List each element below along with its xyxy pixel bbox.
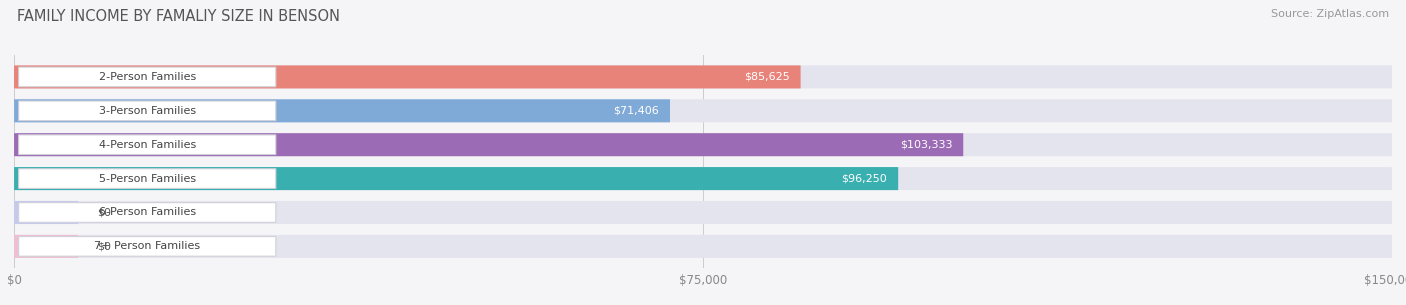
FancyBboxPatch shape (18, 101, 276, 121)
Text: 6-Person Families: 6-Person Families (98, 207, 195, 217)
FancyBboxPatch shape (14, 133, 1392, 156)
FancyBboxPatch shape (14, 65, 800, 88)
FancyBboxPatch shape (14, 167, 898, 190)
FancyBboxPatch shape (14, 99, 671, 122)
Text: 2-Person Families: 2-Person Families (98, 72, 195, 82)
FancyBboxPatch shape (14, 99, 1392, 122)
FancyBboxPatch shape (18, 169, 276, 188)
Text: FAMILY INCOME BY FAMALIY SIZE IN BENSON: FAMILY INCOME BY FAMALIY SIZE IN BENSON (17, 9, 340, 24)
FancyBboxPatch shape (18, 237, 276, 256)
Text: Source: ZipAtlas.com: Source: ZipAtlas.com (1271, 9, 1389, 19)
Text: $85,625: $85,625 (744, 72, 790, 82)
Text: 3-Person Families: 3-Person Families (98, 106, 195, 116)
Text: $71,406: $71,406 (613, 106, 659, 116)
Text: 7+ Person Families: 7+ Person Families (94, 241, 200, 251)
FancyBboxPatch shape (14, 201, 1392, 224)
FancyBboxPatch shape (18, 203, 276, 222)
Text: $96,250: $96,250 (841, 174, 887, 184)
Text: 5-Person Families: 5-Person Families (98, 174, 195, 184)
FancyBboxPatch shape (14, 65, 1392, 88)
Text: $103,333: $103,333 (900, 140, 952, 150)
FancyBboxPatch shape (14, 133, 963, 156)
FancyBboxPatch shape (14, 201, 79, 224)
FancyBboxPatch shape (14, 167, 1392, 190)
FancyBboxPatch shape (14, 235, 1392, 258)
FancyBboxPatch shape (18, 67, 276, 87)
FancyBboxPatch shape (14, 235, 79, 258)
Text: 4-Person Families: 4-Person Families (98, 140, 195, 150)
FancyBboxPatch shape (18, 135, 276, 155)
Text: $0: $0 (97, 241, 111, 251)
Text: $0: $0 (97, 207, 111, 217)
